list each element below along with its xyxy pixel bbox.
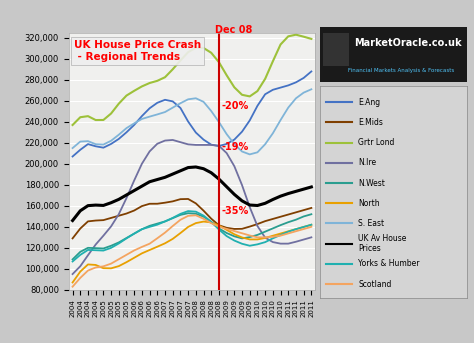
Text: -20%: -20%	[221, 101, 248, 111]
Text: Grtr Lond: Grtr Lond	[358, 138, 394, 147]
Text: -19%: -19%	[221, 142, 248, 152]
Text: Dec 08: Dec 08	[215, 25, 253, 35]
Text: UK Av House
Prices: UK Av House Prices	[358, 234, 407, 253]
Text: MarketOracle.co.uk: MarketOracle.co.uk	[354, 38, 462, 48]
Text: UK House Price Crash
 - Regional Trends: UK House Price Crash - Regional Trends	[73, 40, 201, 62]
Text: S. East: S. East	[358, 219, 384, 228]
Text: N.West: N.West	[358, 179, 385, 188]
Text: E.Ang: E.Ang	[358, 98, 380, 107]
Text: N.Ire: N.Ire	[358, 158, 376, 167]
Text: E.Mids: E.Mids	[358, 118, 383, 127]
Text: -35%: -35%	[221, 206, 248, 216]
Text: Scotland: Scotland	[358, 280, 392, 288]
Text: Financial Markets Analysis & Forecasts: Financial Markets Analysis & Forecasts	[347, 68, 454, 73]
Text: Yorks & Humber: Yorks & Humber	[358, 259, 419, 268]
Text: North: North	[358, 199, 380, 208]
Bar	[323, 33, 349, 66]
